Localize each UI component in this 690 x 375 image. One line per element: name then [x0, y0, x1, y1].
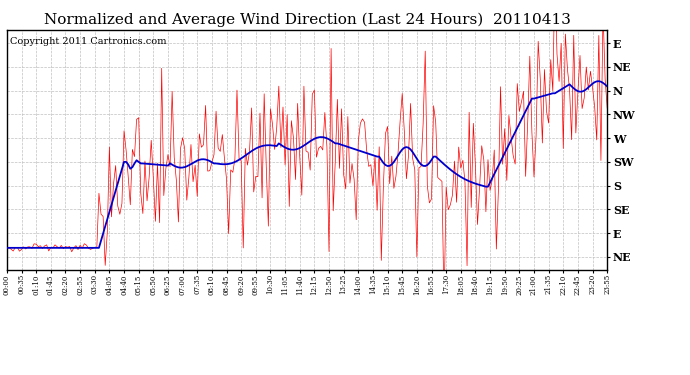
Title: Normalized and Average Wind Direction (Last 24 Hours)  20110413: Normalized and Average Wind Direction (L… [43, 13, 571, 27]
Text: Copyright 2011 Cartronics.com: Copyright 2011 Cartronics.com [10, 37, 166, 46]
